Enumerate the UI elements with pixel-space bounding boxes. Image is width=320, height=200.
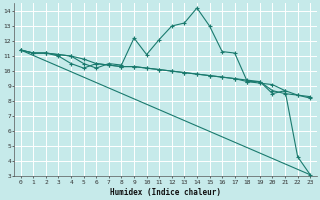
X-axis label: Humidex (Indice chaleur): Humidex (Indice chaleur) xyxy=(110,188,221,197)
